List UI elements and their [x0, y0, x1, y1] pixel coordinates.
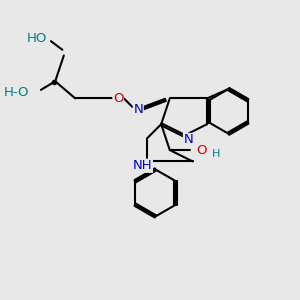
Text: O: O: [113, 92, 124, 105]
Text: HO: HO: [26, 32, 47, 45]
Text: NH: NH: [133, 159, 152, 172]
Text: N: N: [184, 134, 193, 146]
Text: H-O: H-O: [4, 86, 29, 99]
Text: H: H: [212, 149, 220, 159]
Text: O: O: [196, 143, 206, 157]
Text: N: N: [134, 103, 143, 116]
